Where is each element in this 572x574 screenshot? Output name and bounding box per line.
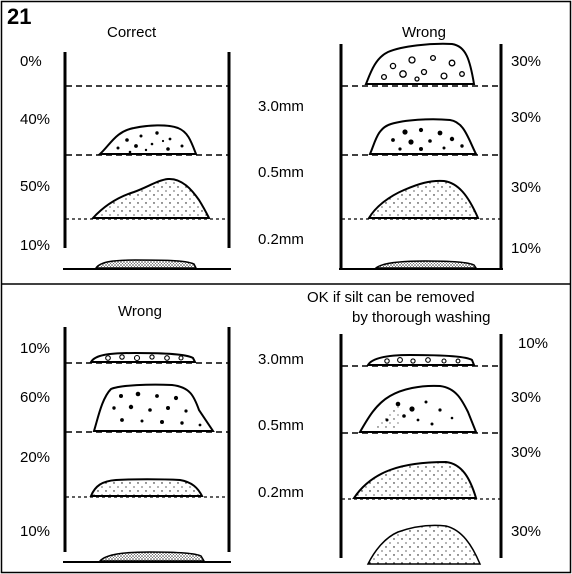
sieve-size-labels-top: 3.0mm 0.5mm 0.2mm [258, 98, 304, 248]
sieve-size-label: 3.0mm [258, 98, 304, 115]
panel-title: by thorough washing [352, 309, 490, 326]
percent-label: 50% [20, 178, 50, 195]
sieve-size-label: 0.5mm [258, 417, 304, 434]
panel-title: OK if silt can be removed [307, 289, 475, 306]
percent-label: 10% [20, 523, 50, 540]
silt-pile [98, 551, 206, 562]
percent-label: 10% [20, 237, 50, 254]
percent-label: 10% [511, 240, 541, 257]
figure-number: 21 [7, 4, 31, 29]
percent-label: 30% [511, 109, 541, 126]
sieve-size-label: 0.5mm [258, 164, 304, 181]
percent-label: 30% [511, 389, 541, 406]
coarse-sand-pile [92, 383, 215, 432]
silt-pile [366, 524, 482, 565]
gravel-stones [380, 54, 465, 82]
silt-pile [373, 260, 478, 269]
fine-sand-pile [367, 179, 480, 219]
panel-wrong-bottom: Wrong 10% 60% 20% 10% [20, 303, 231, 563]
sieve-size-label: 3.0mm [258, 351, 304, 368]
sieve-size-label: 0.2mm [258, 231, 304, 248]
percent-label: 0% [20, 53, 42, 70]
percent-label: 30% [511, 53, 541, 70]
panel-title: Wrong [402, 24, 446, 41]
fine-sand-pile [90, 177, 211, 219]
percent-label: 30% [511, 444, 541, 461]
percent-label: 60% [20, 389, 50, 406]
coarse-grains [116, 131, 184, 154]
percent-label: 40% [20, 111, 50, 128]
panel-title: Correct [107, 24, 157, 41]
coarse-sand-pile [368, 118, 478, 155]
percent-label: 10% [518, 335, 548, 352]
fine-sand-pile [89, 478, 204, 497]
percent-label: 30% [511, 179, 541, 196]
panel-correct: Correct 0% 40% 50% 10% [20, 24, 231, 270]
coarse-sand-fill [372, 404, 400, 430]
sieve-size-labels-bottom: 3.0mm 0.5mm 0.2mm [258, 351, 304, 501]
panel-ok: OK if silt can be removed by thorough wa… [307, 289, 548, 565]
fine-sand-pile [352, 460, 478, 499]
percent-label: 20% [20, 449, 50, 466]
silt-pile [94, 259, 198, 269]
panel-title: Wrong [118, 303, 162, 320]
coarse-grains [391, 127, 464, 151]
coarse-grains [112, 391, 202, 427]
panel-wrong-top: Wrong 30% 30% 30% 10% [339, 24, 541, 270]
percent-label: 30% [511, 523, 541, 540]
gravel-pile [364, 42, 476, 85]
gravel-stones [384, 357, 461, 364]
coarse-sand-pile [97, 124, 198, 155]
percent-label: 10% [20, 340, 50, 357]
gravel-pile [366, 353, 476, 366]
gravel-stones [105, 354, 184, 362]
sieve-size-label: 0.2mm [258, 484, 304, 501]
